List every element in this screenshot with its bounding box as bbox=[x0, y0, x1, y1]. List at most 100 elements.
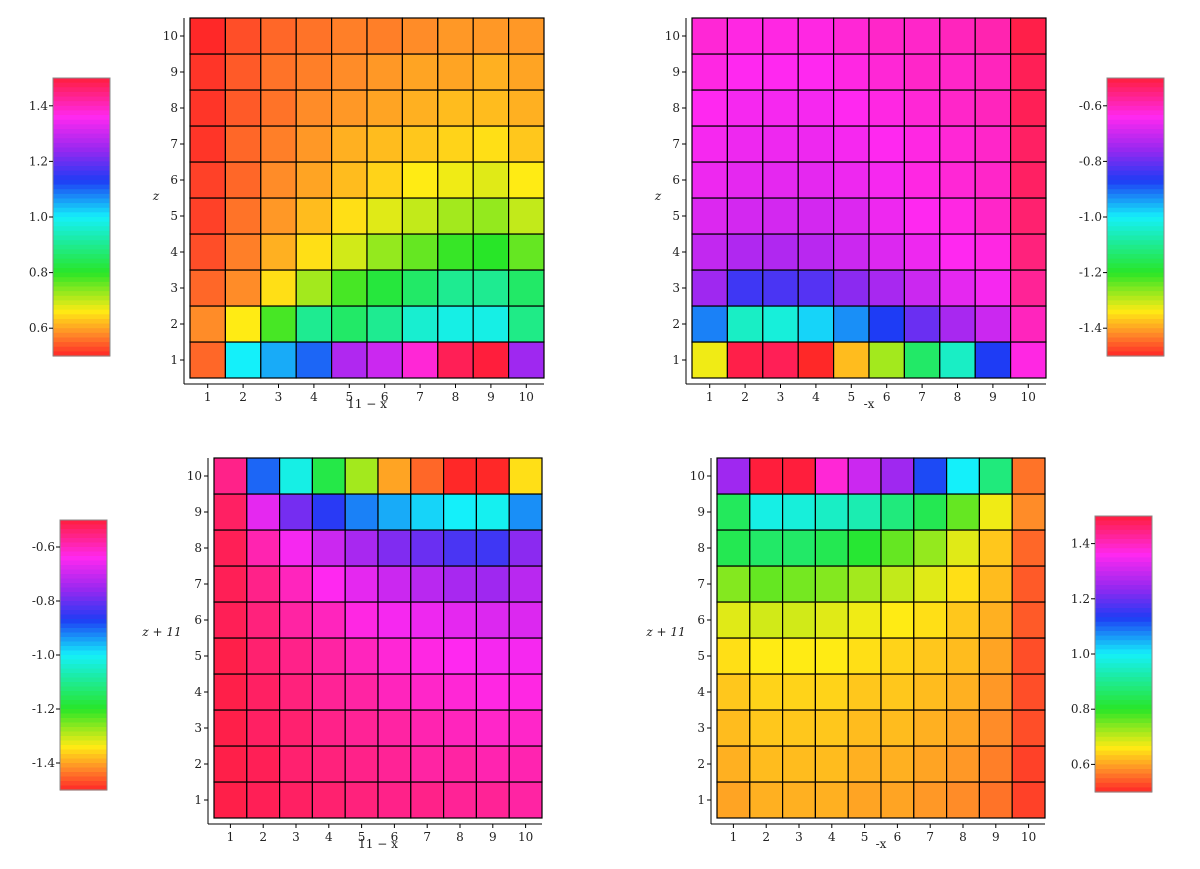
heatmap-cell bbox=[978, 673, 1013, 711]
heatmap-cell bbox=[189, 125, 227, 163]
heatmap-cell bbox=[814, 745, 849, 783]
colorbar-tick-label: 1.4 bbox=[1071, 537, 1090, 551]
heatmap-cell bbox=[814, 637, 849, 675]
x-tick-label: 7 bbox=[423, 830, 431, 844]
x-tick-label: 4 bbox=[325, 830, 333, 844]
heatmap-cell bbox=[401, 53, 439, 91]
colorbar-segment bbox=[60, 610, 107, 616]
colorbar-segment bbox=[60, 722, 107, 728]
colorbar-segment bbox=[1095, 667, 1152, 673]
heatmap-cell bbox=[279, 781, 314, 819]
heatmap-cell bbox=[868, 17, 906, 55]
heatmap-cell bbox=[974, 125, 1012, 163]
colorbar-segment bbox=[1107, 217, 1164, 223]
colorbar-segment bbox=[1107, 152, 1164, 158]
heatmap-cell bbox=[749, 781, 784, 819]
y-axis-label: z + 11 bbox=[141, 625, 181, 639]
colorbar-segment bbox=[53, 332, 110, 339]
colorbar-segment bbox=[53, 295, 110, 301]
x-tick-label: 4 bbox=[828, 830, 836, 844]
colorbar-segment bbox=[53, 258, 110, 264]
heatmap-cell bbox=[974, 53, 1012, 91]
heatmap-cell bbox=[1009, 17, 1047, 55]
heatmap-cell bbox=[279, 745, 314, 783]
x-tick-label: 8 bbox=[456, 830, 464, 844]
colorbar-segment bbox=[53, 193, 110, 200]
heatmap-cell bbox=[978, 745, 1013, 783]
heatmap-cell bbox=[868, 341, 906, 379]
heatmap-cell bbox=[945, 637, 980, 675]
colorbar-tick-label: -0.8 bbox=[1079, 154, 1102, 168]
heatmap-cell bbox=[974, 89, 1012, 127]
heatmap-cell bbox=[939, 89, 976, 127]
colorbar-segment bbox=[53, 142, 110, 149]
colorbar-segment bbox=[53, 272, 110, 278]
colorbar-segment bbox=[60, 578, 107, 584]
colorbar-segment bbox=[60, 583, 107, 589]
heatmap-cell bbox=[832, 89, 870, 127]
heatmap-cell bbox=[814, 493, 849, 531]
colorbar-segment bbox=[53, 91, 110, 98]
heatmap-cell bbox=[945, 673, 980, 711]
colorbar-segment bbox=[1107, 105, 1164, 112]
heatmap-cell bbox=[939, 305, 976, 343]
heatmap-cell bbox=[295, 53, 333, 91]
heatmap-cell bbox=[814, 529, 849, 567]
heatmap-cell bbox=[189, 161, 227, 199]
colorbar-segment bbox=[53, 147, 110, 153]
colorbar-segment bbox=[1095, 764, 1152, 770]
heatmap-cell bbox=[260, 125, 297, 163]
heatmap-cell bbox=[762, 341, 799, 379]
heatmap-cell bbox=[945, 709, 980, 747]
colorbar-segment bbox=[53, 291, 110, 297]
heatmap-cell bbox=[781, 493, 816, 531]
heatmap-cell bbox=[443, 529, 478, 567]
heatmap-cell bbox=[246, 457, 281, 495]
colorbar-segment bbox=[53, 230, 110, 237]
colorbar-segment bbox=[60, 709, 107, 715]
colorbar-segment bbox=[60, 781, 107, 787]
heatmap-panel-2: 1 2 3 4 5 6 7 8 9 10 1 2 3 4 5 6 7 8 9 10 -x z bbox=[654, 17, 1047, 411]
heatmap-cell bbox=[781, 637, 816, 675]
colorbar-segment bbox=[1107, 254, 1164, 260]
heatmap-cell bbox=[691, 53, 729, 91]
x-tick-label: 8 bbox=[954, 390, 962, 404]
colorbar-segment bbox=[60, 682, 107, 688]
heatmap-cell bbox=[762, 89, 799, 127]
colorbar-segment bbox=[53, 161, 110, 167]
heatmap-cell bbox=[939, 53, 976, 91]
heatmap-cell bbox=[472, 125, 510, 163]
heatmap-cell bbox=[279, 457, 314, 495]
heatmap-cell bbox=[945, 601, 980, 639]
x-axis-label: -x bbox=[864, 397, 875, 411]
y-tick-label: 1 bbox=[194, 793, 202, 807]
heatmap-cell bbox=[781, 709, 816, 747]
heatmap-cell bbox=[691, 233, 729, 271]
heatmap-cell bbox=[868, 53, 906, 91]
heatmap-cell bbox=[443, 457, 478, 495]
heatmap-cell bbox=[939, 161, 976, 199]
colorbar-segment bbox=[53, 249, 110, 255]
colorbar-segment bbox=[60, 659, 107, 665]
colorbar-segment bbox=[60, 650, 107, 656]
colorbar-segment bbox=[53, 314, 110, 320]
heatmap-cell bbox=[437, 161, 474, 199]
heatmap-cell bbox=[832, 269, 870, 307]
heatmap-cell bbox=[475, 529, 510, 567]
heatmap-cell bbox=[508, 53, 545, 91]
heatmap-cell bbox=[974, 197, 1012, 235]
colorbar-segment bbox=[1095, 746, 1152, 752]
colorbar-segment bbox=[1095, 649, 1152, 655]
colorbar-segment bbox=[1095, 718, 1152, 724]
heatmap-cell bbox=[279, 565, 314, 603]
colorbar-segment bbox=[1095, 608, 1152, 614]
colorbar-segment bbox=[53, 175, 110, 181]
heatmap-cell bbox=[437, 341, 474, 379]
colorbar-segment bbox=[1095, 635, 1152, 641]
heatmap-cell bbox=[443, 493, 478, 531]
heatmap-cell bbox=[691, 269, 729, 307]
colorbar-segment bbox=[53, 342, 110, 348]
y-tick-label: 5 bbox=[170, 209, 178, 223]
heatmap-cell bbox=[1009, 53, 1047, 91]
heatmap-cell bbox=[1009, 125, 1047, 163]
